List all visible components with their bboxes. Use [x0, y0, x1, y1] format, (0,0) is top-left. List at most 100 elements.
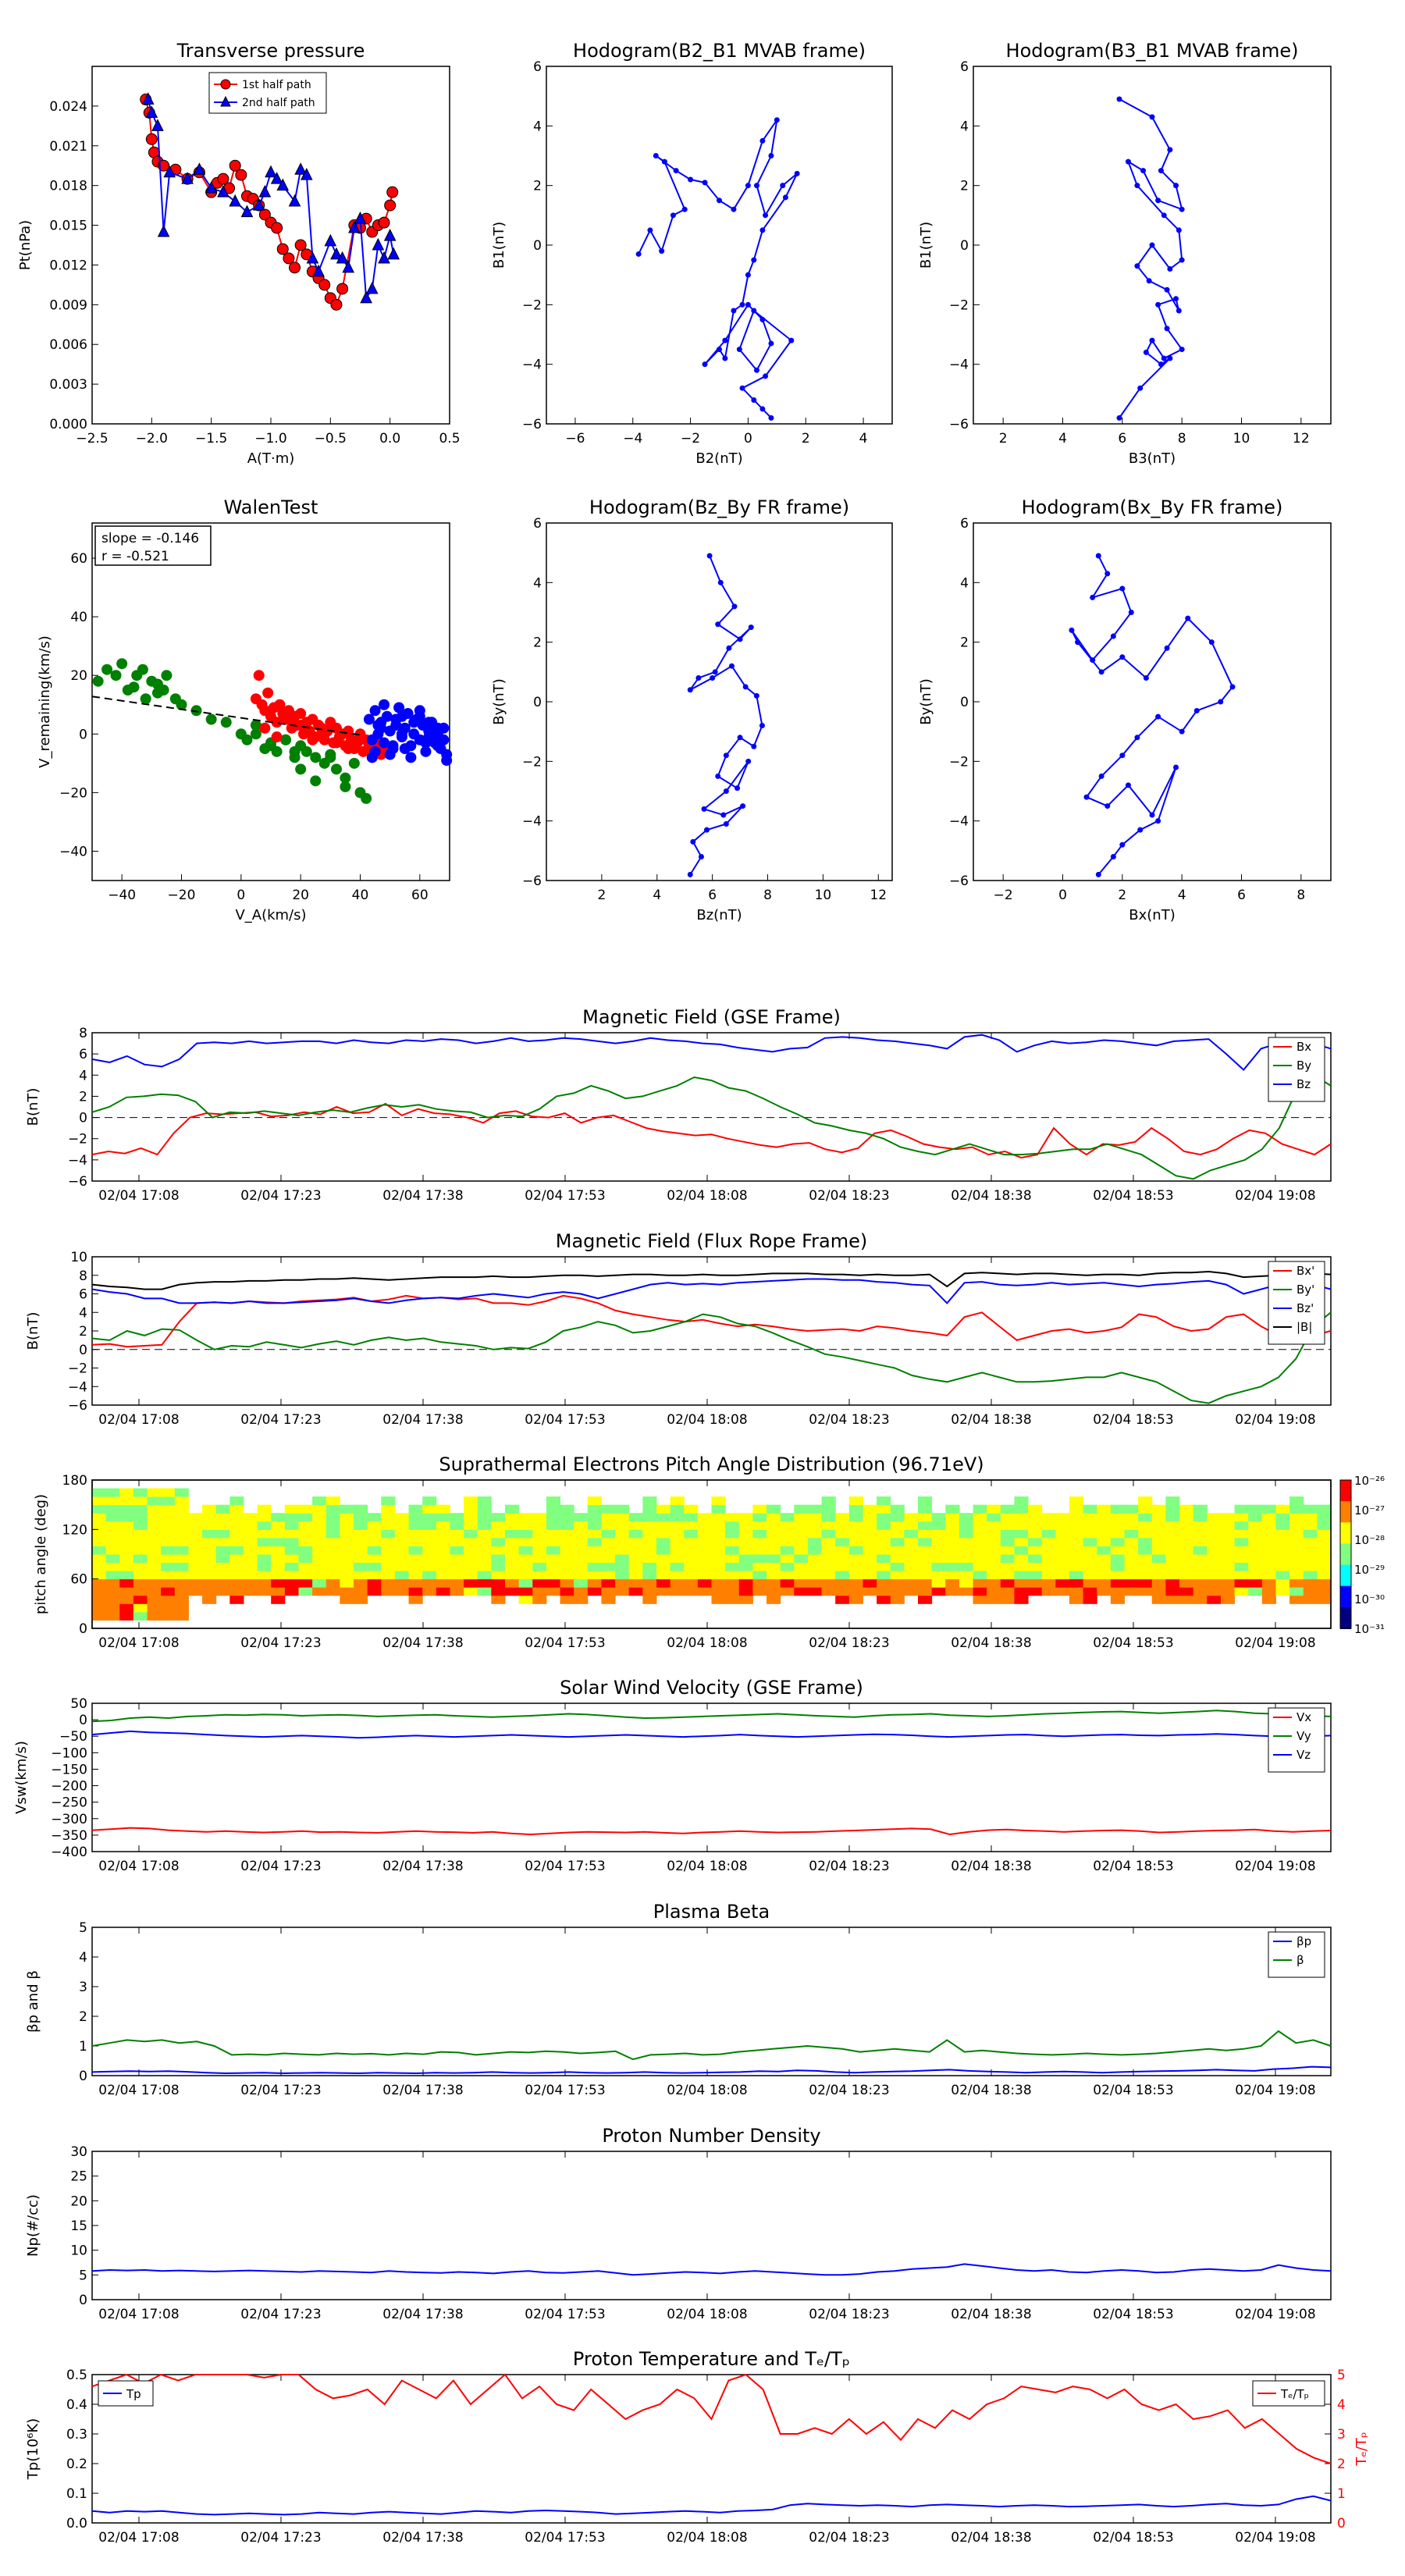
h3-point [720, 812, 727, 818]
pad-cell [325, 1513, 340, 1522]
second-half-point [252, 197, 265, 211]
pad-cell [890, 1595, 905, 1604]
pad-cell [574, 1562, 589, 1571]
pad-cell [918, 1562, 933, 1571]
pad-cell [1014, 1546, 1029, 1555]
pt-xtick-label: −2.0 [136, 431, 168, 447]
first-half-point [294, 239, 307, 251]
pad-cell [1097, 1562, 1112, 1571]
pad-cell [1083, 1554, 1097, 1564]
bgse-ylabel: B(nT) [25, 1088, 41, 1126]
pad-cell [1303, 1554, 1318, 1564]
pad-cell [119, 1595, 134, 1604]
h1-point [653, 153, 659, 158]
pad-cell [464, 1496, 478, 1506]
pad-cell [229, 1529, 244, 1539]
tp-time-label: 02/04 18:08 [667, 2530, 747, 2546]
pad-cell [1151, 1571, 1166, 1580]
np-time-label: 02/04 17:23 [240, 2307, 321, 2322]
pad-cell [147, 1546, 162, 1555]
pt-title: Transverse pressure [176, 40, 365, 62]
second-half-point [276, 178, 290, 191]
pad-cell [354, 1571, 368, 1580]
pad-cell [325, 1529, 340, 1539]
pad-cell [1261, 1595, 1276, 1604]
pad-cell [1138, 1554, 1153, 1564]
pad-cell [147, 1587, 162, 1596]
h1-point [745, 272, 751, 278]
pad-cell [1041, 1521, 1056, 1530]
pad-time-label: 02/04 17:38 [382, 1635, 463, 1651]
pad-cell [1165, 1571, 1180, 1580]
pad-cell [1041, 1537, 1056, 1546]
pad-cell [119, 1571, 134, 1580]
pad-cell [877, 1521, 891, 1530]
pad-cell [1138, 1587, 1153, 1596]
bgse-time-label: 02/04 17:08 [98, 1188, 179, 1204]
h4-point [1104, 803, 1111, 809]
walen-slope-text: slope = -0.146 [101, 531, 199, 546]
pad-cell [92, 1488, 107, 1497]
pad-cell [450, 1537, 464, 1546]
pad-cell [202, 1529, 217, 1539]
pad-cell [959, 1537, 974, 1546]
pad-cell [312, 1496, 327, 1506]
pad-cell [1220, 1521, 1236, 1530]
h1-ytick-label: −6 [522, 417, 542, 432]
pad-cell [340, 1537, 354, 1546]
pad-cell [973, 1529, 987, 1539]
pad-cell [367, 1529, 382, 1539]
pad-cell [738, 1513, 753, 1522]
pad-cell [945, 1521, 960, 1530]
second-half-point [324, 233, 337, 247]
h3-point [690, 838, 696, 845]
pad-cell [848, 1578, 863, 1588]
pad-cell [271, 1529, 286, 1539]
pad-cell [174, 1578, 189, 1588]
pad-cell [890, 1504, 905, 1514]
pad-cell [325, 1554, 340, 1564]
vsw-legend-label: Vx [1297, 1710, 1311, 1724]
pad-cell [615, 1587, 630, 1596]
h3-point [717, 579, 724, 585]
pad-cell [161, 1554, 176, 1564]
pad-cell [1207, 1578, 1222, 1588]
pad-cell [918, 1504, 933, 1514]
pad-cell [863, 1587, 877, 1596]
pad-cell [1097, 1521, 1112, 1530]
pad-cell [546, 1571, 561, 1580]
pad-cell [1124, 1537, 1139, 1546]
walen-frame [91, 522, 450, 881]
pad-cell [1193, 1562, 1208, 1571]
first-half-point [378, 216, 390, 229]
pad-time-label: 02/04 17:08 [98, 1635, 179, 1651]
second-half-point [336, 251, 349, 264]
pad-cell [1000, 1513, 1015, 1522]
pad-cell [436, 1521, 450, 1530]
tp-time-label: 02/04 17:53 [525, 2530, 605, 2546]
h3-xtick-label: 6 [708, 888, 717, 903]
h1-point [788, 337, 795, 343]
h1-point [768, 340, 774, 347]
beta-time-label: 02/04 17:08 [98, 2083, 179, 2098]
pad-cell [877, 1587, 891, 1596]
pad-cell [697, 1546, 712, 1555]
h1-point [745, 301, 751, 308]
pad-cell [973, 1562, 987, 1571]
pad-cell [298, 1587, 313, 1596]
pad-cell [560, 1595, 574, 1604]
pad-cell [959, 1513, 974, 1522]
pad-cell [931, 1562, 946, 1571]
pad-cell [574, 1529, 589, 1539]
pad-cell [147, 1496, 162, 1506]
second-half-point [151, 119, 164, 131]
beta-time-label: 02/04 17:23 [240, 2083, 321, 2098]
pad-cell [904, 1571, 919, 1580]
pt-xlabel: A(T·m) [247, 450, 295, 467]
pt-ytick-label: 0.000 [49, 417, 87, 432]
bgse-ytick-label: 6 [79, 1047, 87, 1062]
second-half-point [193, 162, 206, 175]
pad-cell [780, 1587, 795, 1596]
pad-cell [1275, 1554, 1290, 1564]
pad-cell [642, 1554, 657, 1564]
